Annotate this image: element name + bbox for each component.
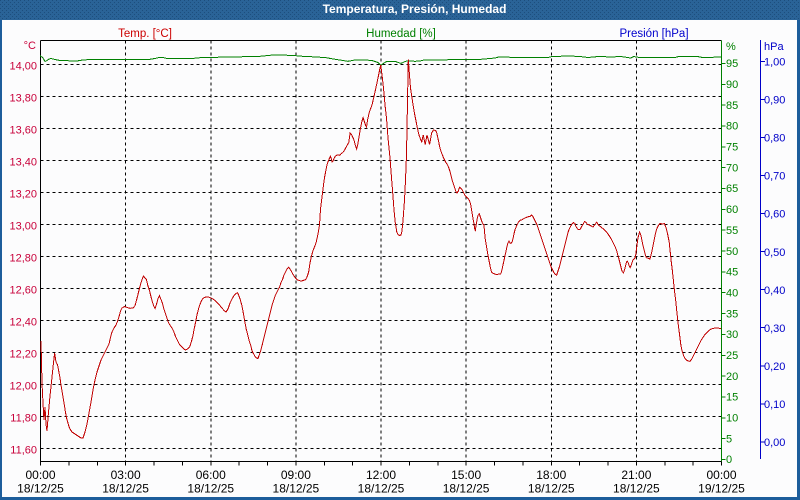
svg-text:0,40: 0,40 [764,285,785,297]
svg-text:11,60: 11,60 [10,445,37,457]
svg-text:65: 65 [726,183,738,195]
svg-text:12,00: 12,00 [9,381,37,393]
svg-text:15:00: 15:00 [451,468,481,482]
svg-text:75: 75 [726,142,738,154]
svg-text:0,70: 0,70 [764,171,785,183]
svg-text:60: 60 [726,204,738,216]
svg-text:0,10: 0,10 [764,399,785,411]
svg-text:12,40: 12,40 [9,317,37,329]
svg-text:0,50: 0,50 [764,247,785,259]
svg-text:12,60: 12,60 [9,285,37,297]
svg-text:18:00: 18:00 [536,468,566,482]
svg-text:13,20: 13,20 [9,189,37,201]
svg-text:5: 5 [726,433,732,445]
svg-text:12,20: 12,20 [9,349,37,361]
svg-text:0: 0 [726,454,732,466]
svg-text:18/12/25: 18/12/25 [358,482,405,496]
svg-text:50: 50 [726,246,738,258]
svg-text:95: 95 [726,58,738,70]
svg-text:19/12/25: 19/12/25 [698,482,745,496]
svg-text:15: 15 [726,392,738,404]
svg-text:Temp. [°C]: Temp. [°C] [118,28,172,40]
svg-text:0,60: 0,60 [764,209,785,221]
svg-text:0,30: 0,30 [764,323,785,335]
svg-text:0,20: 0,20 [764,361,785,373]
svg-text:°C: °C [24,40,36,52]
svg-text:hPa: hPa [764,41,784,53]
svg-text:70: 70 [726,162,738,174]
svg-text:0,80: 0,80 [764,133,785,145]
svg-text:18/12/25: 18/12/25 [102,482,149,496]
svg-text:Temperatura, Presión, Humedad: Temperatura, Presión, Humedad [323,2,507,16]
svg-text:90: 90 [726,79,738,91]
svg-text:13,80: 13,80 [9,93,37,105]
svg-text:00:00: 00:00 [706,468,736,482]
svg-text:03:00: 03:00 [111,468,141,482]
svg-text:18/12/25: 18/12/25 [613,482,660,496]
svg-text:45: 45 [726,267,738,279]
svg-text:18/12/25: 18/12/25 [273,482,320,496]
svg-text:80: 80 [726,121,738,133]
svg-text:09:00: 09:00 [281,468,311,482]
svg-text:0,90: 0,90 [764,95,785,107]
svg-text:11,80: 11,80 [10,413,37,425]
svg-text:21:00: 21:00 [621,468,651,482]
svg-text:18/12/25: 18/12/25 [187,482,234,496]
svg-text:30: 30 [726,329,738,341]
svg-text:14,00: 14,00 [9,61,37,73]
svg-text:13,00: 13,00 [9,221,37,233]
svg-text:18/12/25: 18/12/25 [528,482,575,496]
svg-text:1,00: 1,00 [764,57,785,69]
svg-text:25: 25 [726,350,738,362]
svg-text:06:00: 06:00 [196,468,226,482]
svg-text:13,40: 13,40 [9,157,37,169]
svg-text:00:00: 00:00 [25,468,55,482]
svg-text:Presión [hPa]: Presión [hPa] [619,28,688,40]
svg-text:18/12/25: 18/12/25 [443,482,490,496]
svg-text:12,80: 12,80 [9,253,37,265]
svg-text:13,60: 13,60 [9,125,37,137]
svg-text:Humedad [%]: Humedad [%] [366,28,436,40]
svg-text:10: 10 [726,412,738,424]
svg-text:40: 40 [726,287,738,299]
svg-text:20: 20 [726,371,738,383]
svg-text:55: 55 [726,225,738,237]
svg-text:18/12/25: 18/12/25 [17,482,64,496]
svg-text:85: 85 [726,100,738,112]
svg-text:35: 35 [726,308,738,320]
svg-text:%: % [726,41,736,53]
svg-text:12:00: 12:00 [366,468,396,482]
svg-text:0,00: 0,00 [764,437,785,449]
